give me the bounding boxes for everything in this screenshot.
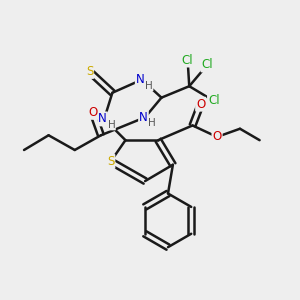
Text: Cl: Cl xyxy=(201,58,213,71)
Text: O: O xyxy=(212,130,222,143)
Text: N: N xyxy=(136,73,145,86)
Text: O: O xyxy=(196,98,205,111)
Text: H: H xyxy=(148,118,156,128)
Text: H: H xyxy=(145,80,153,91)
Text: S: S xyxy=(86,65,93,78)
Text: N: N xyxy=(98,112,107,125)
Text: S: S xyxy=(107,155,114,168)
Text: H: H xyxy=(107,120,115,130)
Text: Cl: Cl xyxy=(208,94,220,107)
Text: Cl: Cl xyxy=(182,53,194,67)
Text: N: N xyxy=(139,111,148,124)
Text: O: O xyxy=(88,106,98,119)
